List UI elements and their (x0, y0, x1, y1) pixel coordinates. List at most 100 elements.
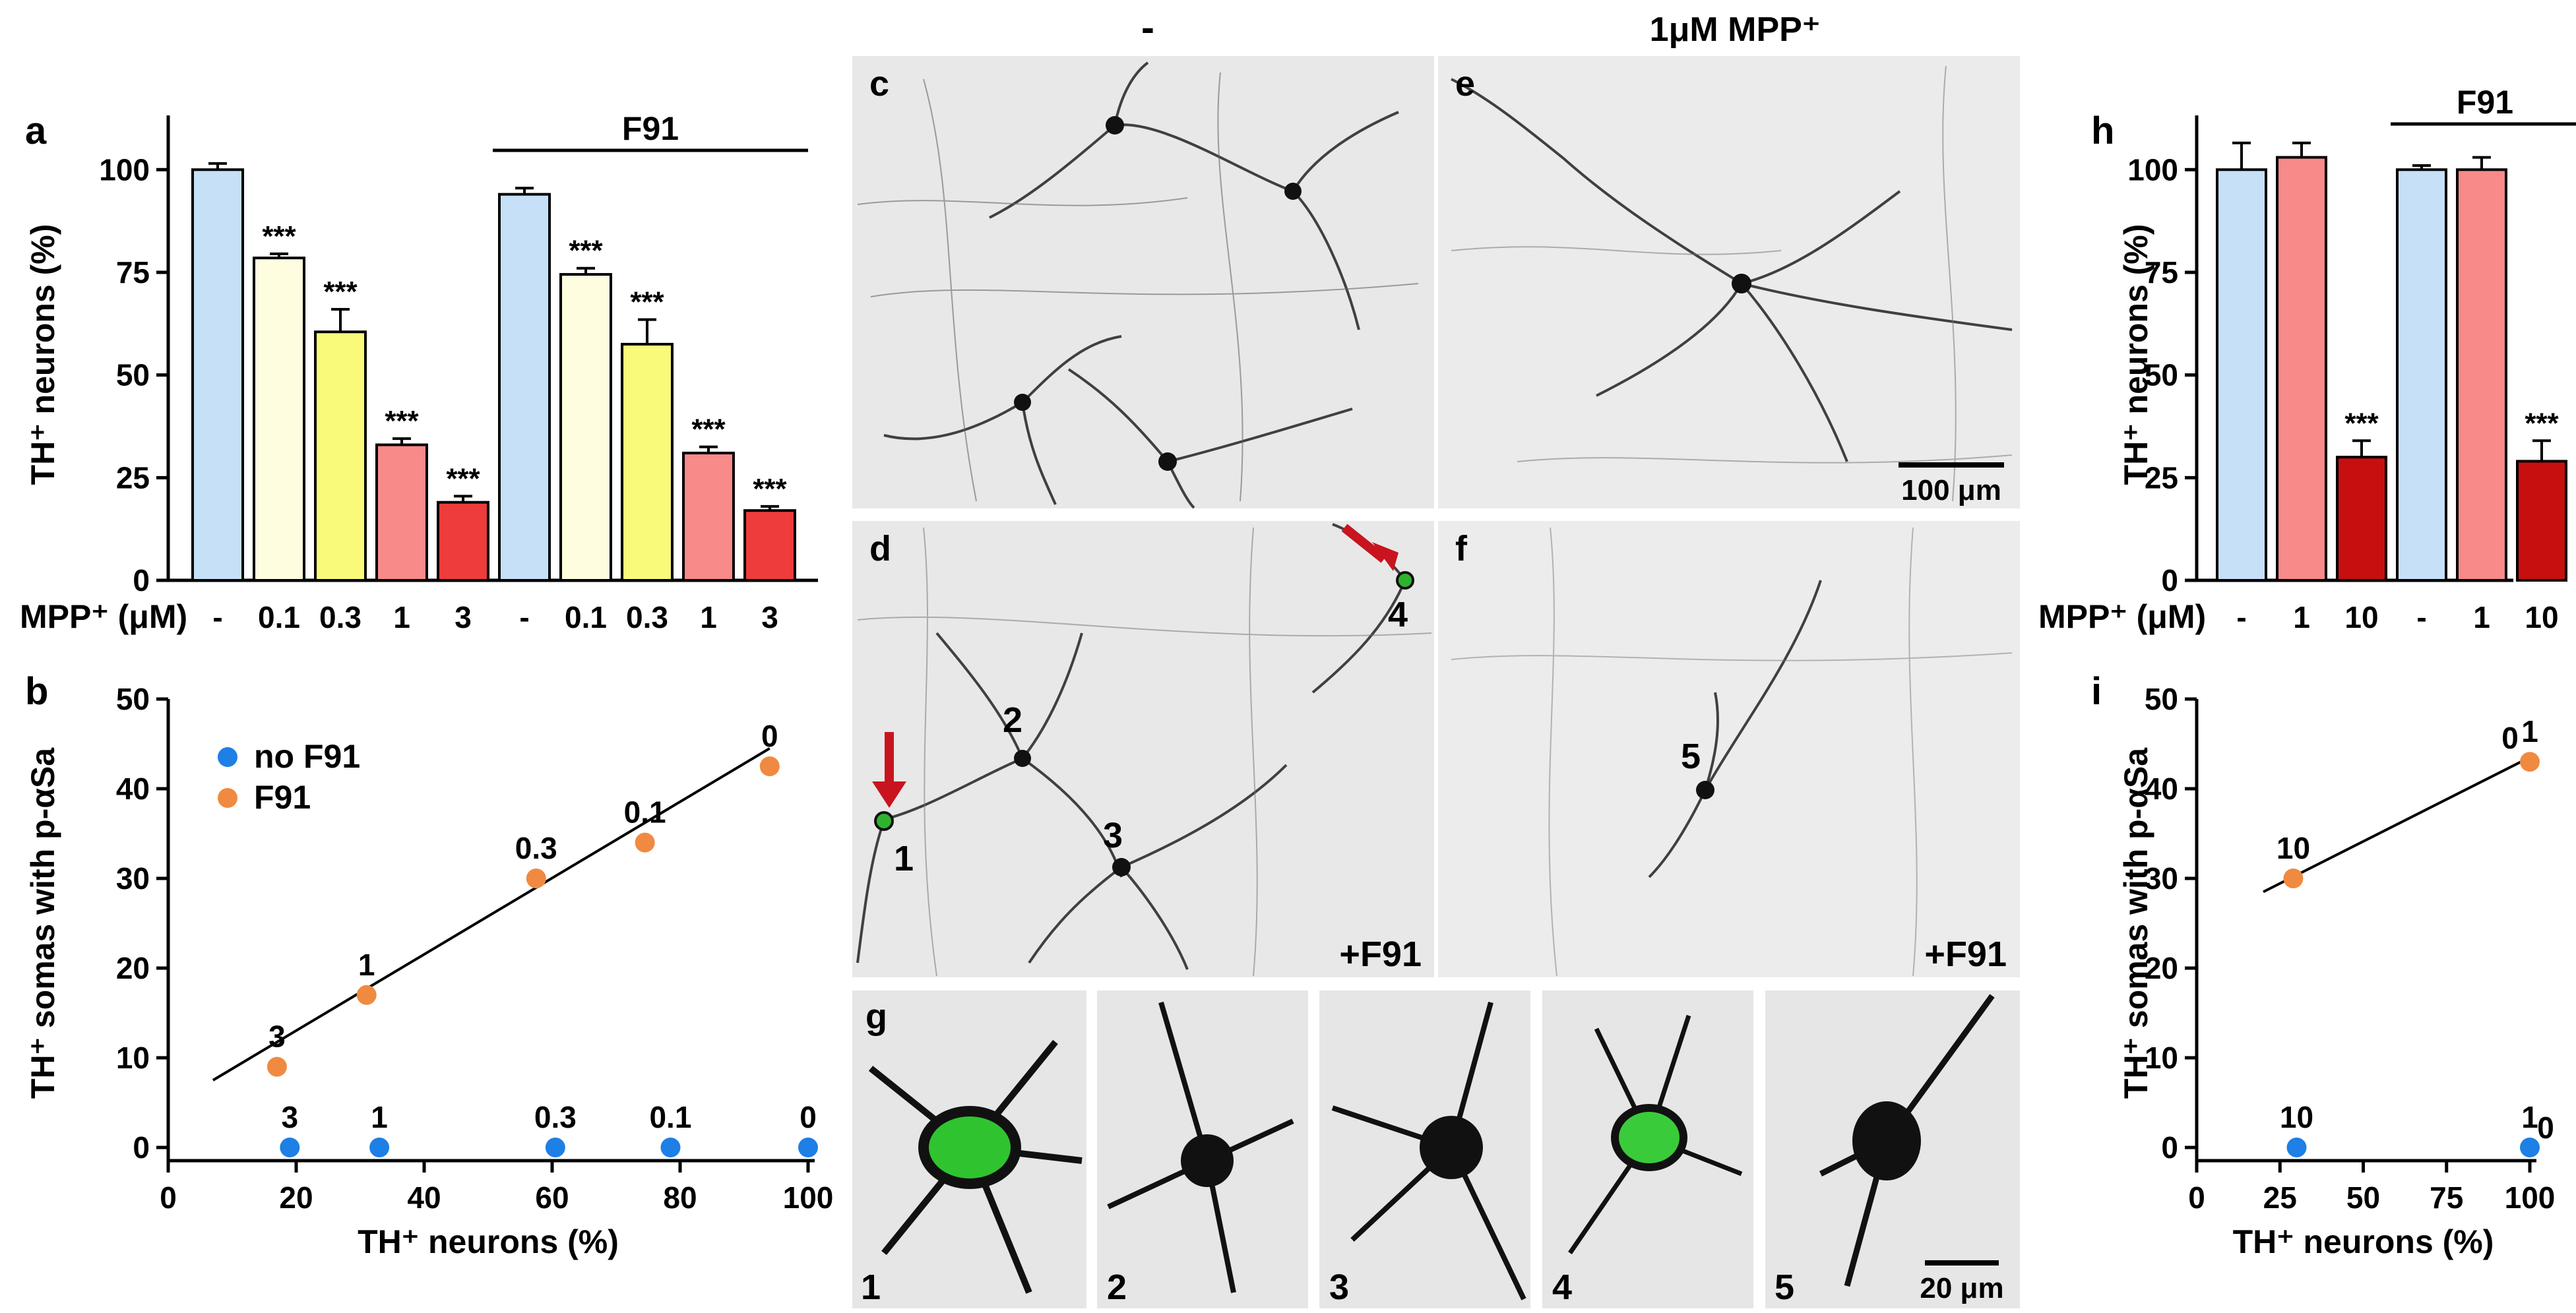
point-no-f91 (798, 1138, 818, 1157)
significance-label: *** (385, 405, 419, 437)
x-tick-label: 100 (783, 1180, 834, 1215)
legend-label: F91 (254, 779, 311, 816)
significance-label: *** (2525, 407, 2559, 439)
x-axis-label: MPP⁺ (μM) (2038, 598, 2206, 635)
bar (437, 501, 489, 582)
x-tick-label: 0.1 (565, 600, 607, 634)
inset-2: 2 (1097, 991, 1308, 1308)
point-label: 3 (282, 1100, 299, 1134)
micrograph-f-soma (1696, 781, 1714, 799)
neuron-label-1: 1 (894, 839, 914, 878)
x-tick-label: 1 (2473, 600, 2490, 634)
panel-b-letter: b (25, 670, 48, 713)
inset-1: 1 (852, 991, 1086, 1308)
point-no-f91 (280, 1138, 300, 1157)
red-arrow-1 (872, 732, 906, 808)
y-tick-label: 40 (116, 772, 150, 806)
inset-3: 3 (1319, 991, 1530, 1308)
bar (2276, 156, 2327, 582)
neuron-label-2: 2 (1003, 700, 1022, 740)
point-label: 1 (371, 1100, 388, 1134)
x-tick-label: 1 (2293, 600, 2310, 634)
bar (559, 273, 612, 582)
scale-bar-100um-label: 100 μm (1901, 474, 2001, 506)
fit-line (212, 747, 770, 1082)
y-tick-label: 0 (2161, 1130, 2178, 1165)
micrograph-f-neurites (1648, 580, 1822, 878)
bar (191, 168, 244, 582)
bar (682, 451, 735, 582)
panel-e-letter: e (1455, 64, 1475, 104)
inset-label-4: 4 (1552, 1267, 1572, 1307)
panel-a: a 0 25 50 75 100 - *** 0.1 *** 0.3 *** 1 *** 3 - *** 0.1… (20, 109, 818, 635)
chart-h: 0 25 50 75 100 - 1 *** 10 - 1 *** 10 F91 MPP⁺ (μM) TH⁺ … (2038, 84, 2576, 635)
x-axis-label: MPP⁺ (μM) (20, 598, 187, 635)
panel-h: h 0 25 50 75 100 - 1 *** 10 - 1 *** 10 F91 MPP⁺ (μM) TH… (2038, 84, 2576, 635)
y-tick-label: 20 (2145, 951, 2178, 985)
legend-label: no F91 (254, 738, 360, 775)
micrograph-d-bg (852, 521, 1434, 977)
micrograph-c-neurites (883, 61, 1399, 509)
x-tick-label: 60 (535, 1180, 569, 1215)
bar (253, 257, 305, 582)
significance-label: *** (2344, 407, 2379, 439)
y-tick-label: 20 (116, 951, 150, 985)
micrograph-d: d 1 2 3 4 +F91 (852, 521, 1434, 977)
inset-label-1: 1 (861, 1267, 881, 1307)
x-tick-label: 0.3 (319, 600, 361, 634)
point-f91 (267, 1056, 287, 1077)
point-f91 (635, 832, 655, 853)
micrograph-d-soma-4-green (1396, 571, 1414, 590)
y-tick-label: 50 (2145, 358, 2178, 392)
significance-label: *** (569, 235, 603, 267)
point-label: 1 (2521, 1100, 2538, 1134)
x-tick-label: 1 (700, 600, 717, 634)
y-tick-label: 100 (2127, 152, 2178, 187)
group-label: F91 (2457, 84, 2513, 121)
panel-d-letter: d (869, 529, 891, 568)
point-f91 (526, 869, 546, 888)
panel-h-letter: h (2091, 109, 2114, 152)
y-tick-label: 30 (2145, 861, 2178, 896)
bar (2336, 456, 2387, 582)
chart-a: 0 25 50 75 100 - *** 0.1 *** 0.3 *** 1 *** 3 - *** 0.1 **… (20, 110, 818, 635)
y-tick-label: 100 (99, 152, 150, 187)
y-tick-label: 75 (116, 255, 150, 290)
x-tick-label: 1 (393, 600, 410, 634)
panel-c-letter: c (869, 64, 889, 104)
point-label: 10 (2277, 831, 2310, 865)
point-label: 3 (268, 1020, 286, 1054)
point-label: 1 (2521, 714, 2538, 748)
panel-f-tag: +F91 (1924, 934, 2007, 974)
neuron-label-5: 5 (1681, 737, 1701, 776)
legend-marker (218, 788, 237, 808)
y-tick-label: 0 (133, 1130, 150, 1165)
significance-label: *** (630, 286, 664, 319)
x-tick-label: 0 (160, 1180, 177, 1215)
point-f91 (2283, 869, 2304, 888)
point-f91 (356, 985, 377, 1005)
point-label: 0.1 (649, 1100, 691, 1134)
micrograph-e-bg (1438, 56, 2020, 508)
y-tick-label: 10 (116, 1041, 150, 1075)
point-label: 1 (358, 948, 375, 982)
y-tick-label: 0 (133, 563, 150, 597)
y-tick-label: 0 (2161, 563, 2178, 597)
x-tick-label: 20 (279, 1180, 313, 1215)
micrograph-d-neurites (856, 523, 1406, 970)
point-no-f91 (2520, 1138, 2540, 1157)
significance-label: *** (691, 413, 726, 446)
panel-d-tag: +F91 (1339, 934, 1422, 974)
x-tick-label: 50 (2346, 1180, 2380, 1215)
micrograph-d-somas (1014, 750, 1131, 876)
x-tick-label: 25 (2263, 1180, 2297, 1215)
point-label: 0.3 (534, 1100, 577, 1134)
y-tick-label: 25 (116, 460, 150, 495)
inset-label-2: 2 (1107, 1267, 1127, 1307)
x-tick-label: 10 (2344, 600, 2378, 634)
x-tick-label: 0 (2188, 1180, 2205, 1215)
x-tick-label: 75 (2430, 1180, 2463, 1215)
bar (2516, 460, 2567, 582)
